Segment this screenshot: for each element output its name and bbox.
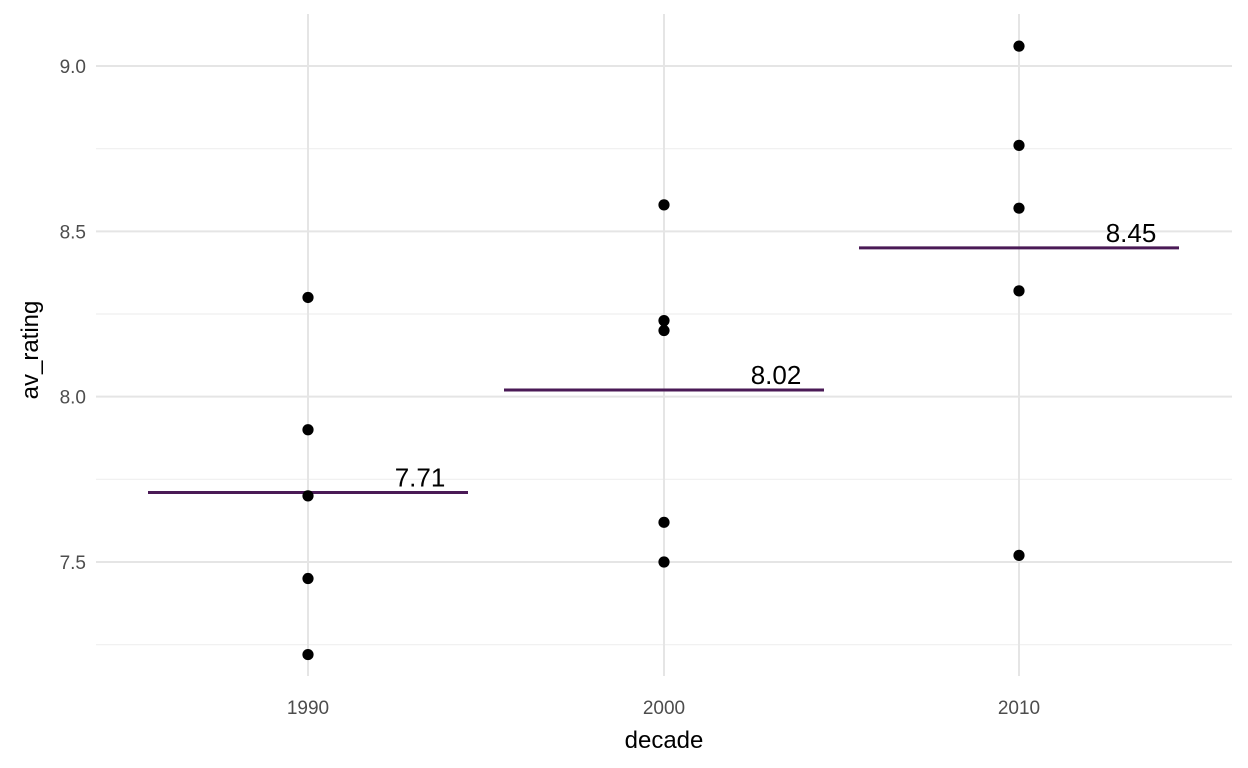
y-axis-tick-labels: 7.5 8.0 8.5 9.0: [60, 57, 86, 574]
x-tick-label: 1990: [287, 698, 329, 719]
y-tick-label: 8.0: [60, 388, 86, 409]
data-point: [1013, 139, 1025, 151]
data-point: [1013, 285, 1025, 297]
data-point: [1013, 40, 1025, 52]
data-point: [302, 424, 314, 436]
data-point: [302, 291, 314, 304]
data-point: [302, 648, 314, 661]
mean-lines: 7.71 8.02 8.45: [148, 218, 1179, 495]
x-tick-label: 2010: [998, 698, 1040, 719]
grid: [96, 14, 1232, 676]
data-point: [658, 556, 670, 568]
data-point: [658, 324, 670, 337]
y-tick-label: 8.5: [60, 222, 86, 243]
data-point: [1013, 549, 1025, 561]
data-point: [302, 490, 314, 502]
data-point: [1013, 202, 1025, 214]
x-axis-title: decade: [625, 727, 704, 754]
data-point: [658, 516, 670, 528]
mean-label: 7.71: [395, 463, 446, 493]
mean-label: 8.45: [1106, 218, 1157, 248]
x-axis-tick-labels: 1990 2000 2010: [287, 698, 1040, 719]
data-points: [302, 40, 1025, 661]
x-tick-label: 2000: [643, 698, 685, 719]
y-axis-title: av_rating: [17, 301, 44, 400]
data-point: [302, 572, 314, 585]
data-point: [658, 199, 670, 211]
y-tick-label: 7.5: [60, 553, 86, 574]
y-tick-label: 9.0: [60, 57, 86, 78]
mean-label: 8.02: [751, 360, 802, 390]
data-point: [658, 315, 670, 327]
